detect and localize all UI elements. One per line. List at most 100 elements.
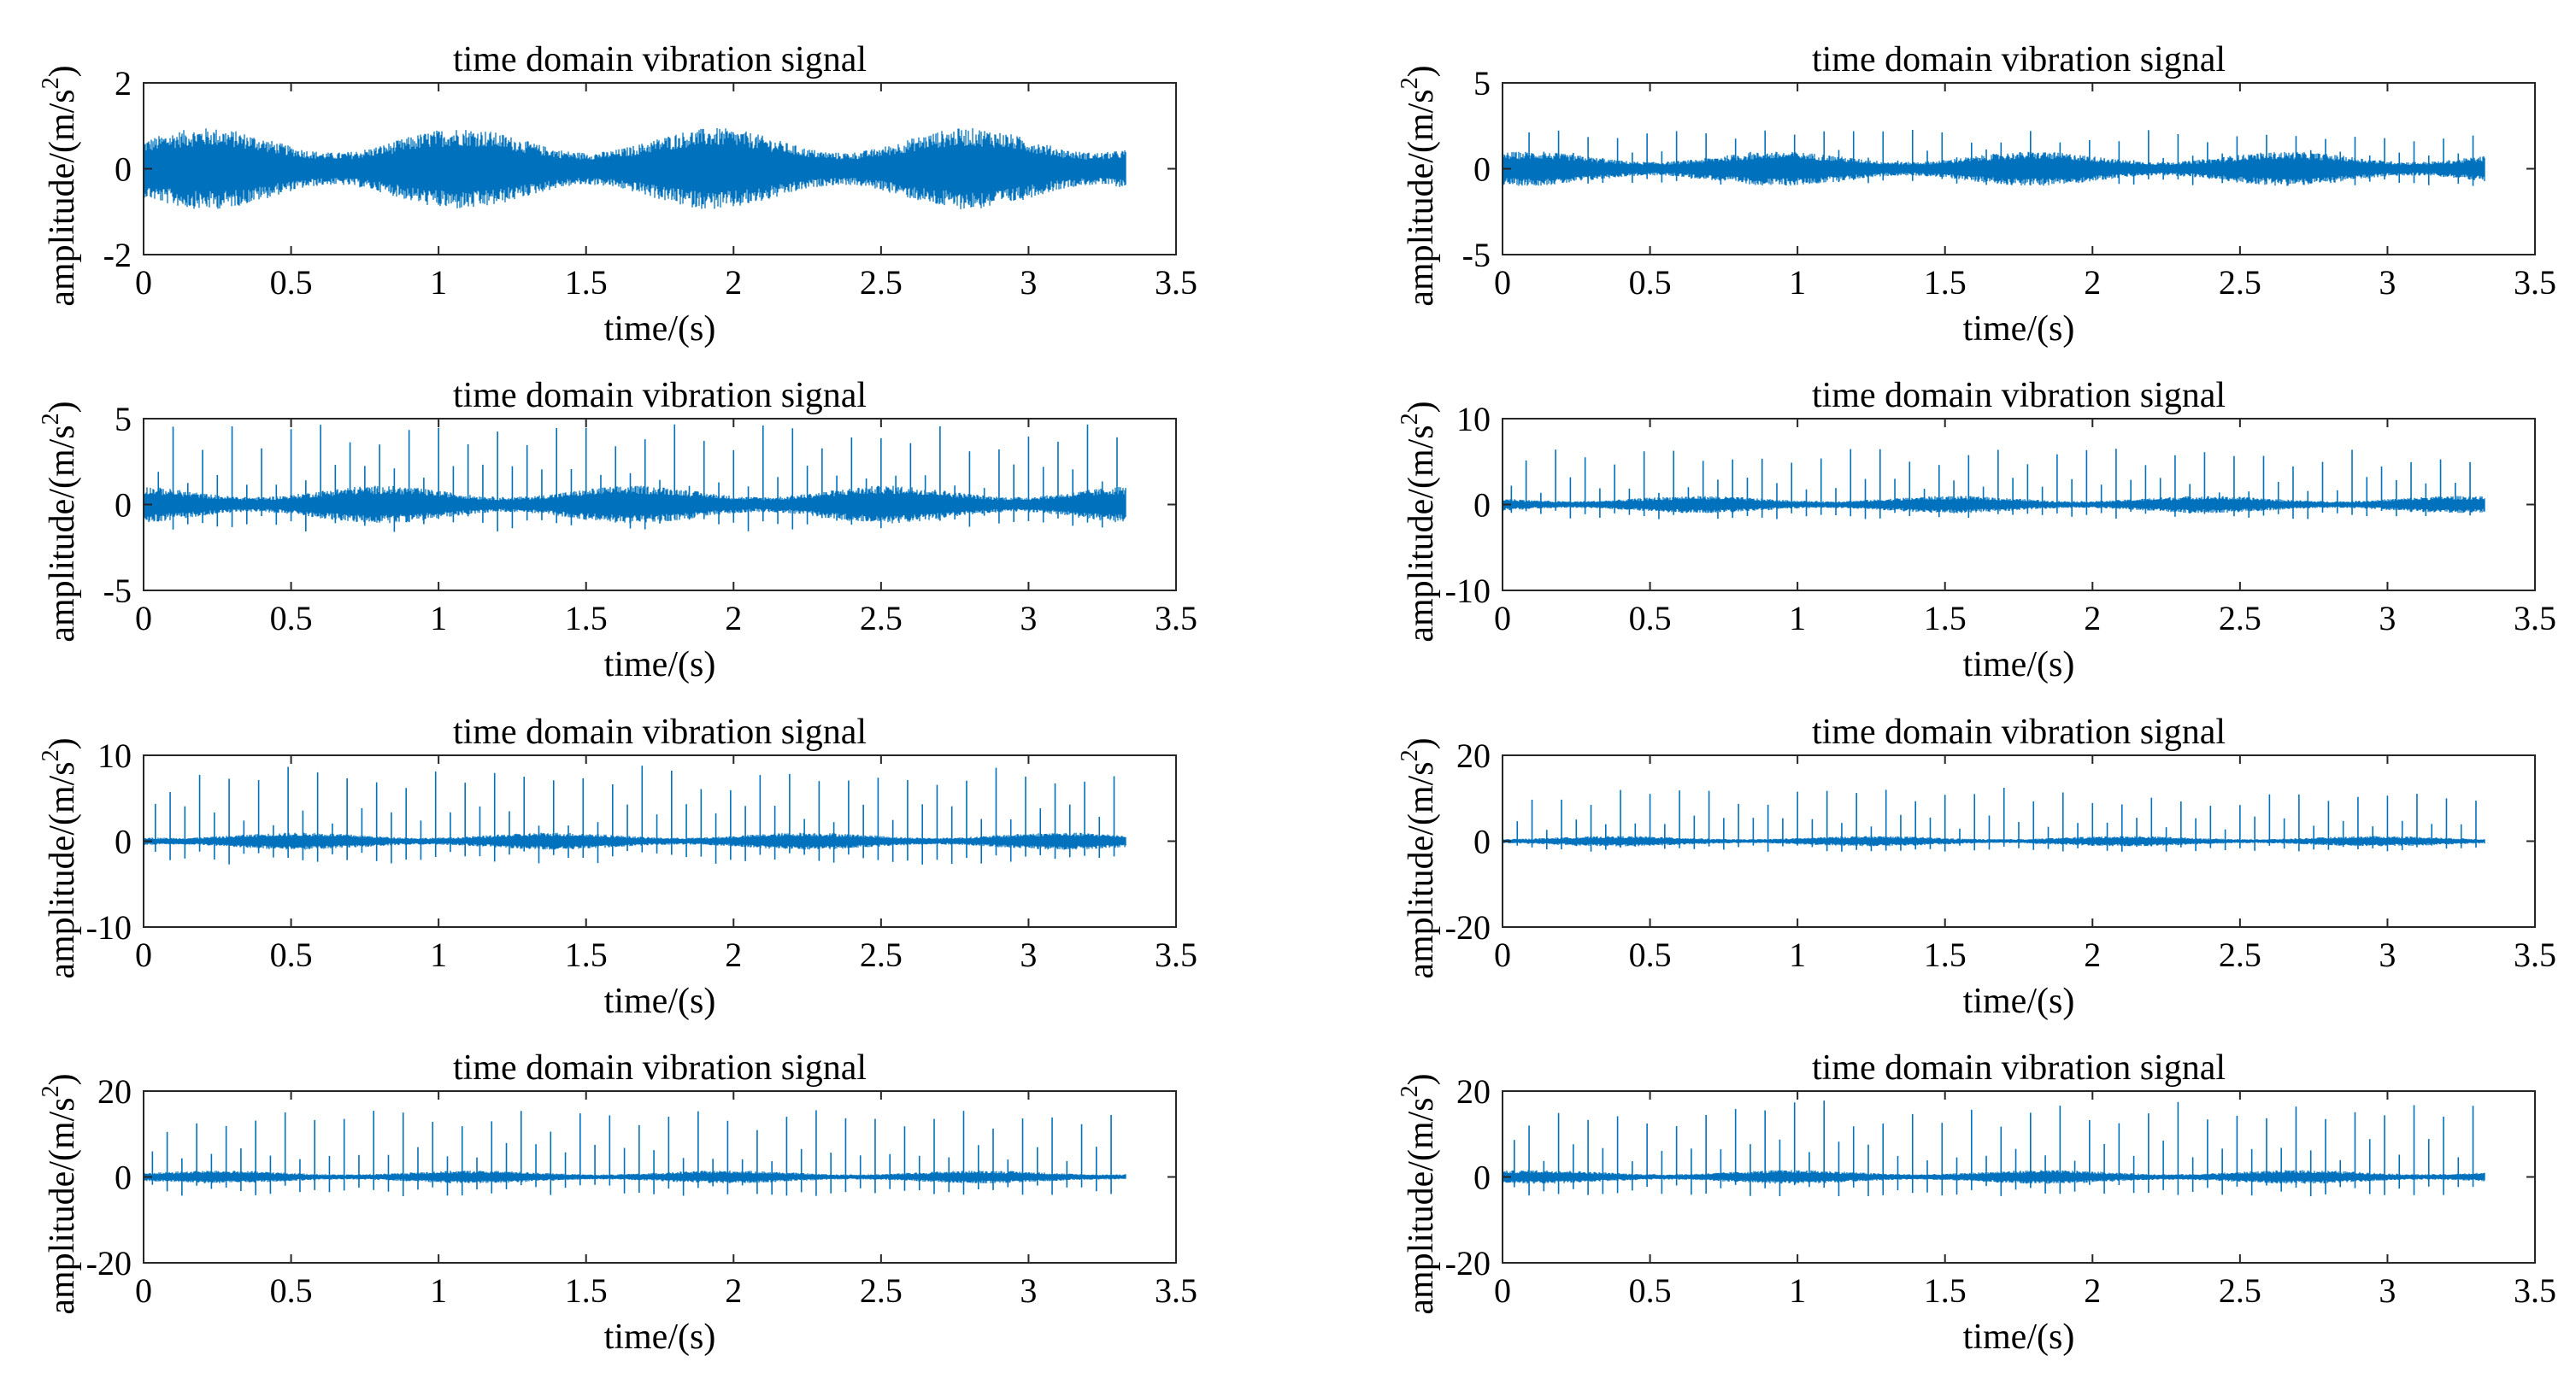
x-tick-label: 0 <box>1494 263 1511 302</box>
x-tick-label: 1 <box>430 263 447 302</box>
y-axis-label: amplitude/(m/s2) <box>1397 65 1441 306</box>
x-tick-label: 0.5 <box>1629 599 1672 637</box>
x-tick-label: 2.5 <box>860 263 903 302</box>
y-axis-label-main: amplitude/(m/s <box>1402 425 1441 642</box>
chart-panel-r2c1: time domain vibration signal 0 0.5 1 1.5 2 2.5… <box>38 376 1197 684</box>
signal-series <box>143 128 1126 209</box>
x-tick-label: 1.5 <box>565 936 608 974</box>
y-axis-label-close: ) <box>43 1073 82 1085</box>
y-tick-label: -20 <box>1445 908 1491 947</box>
x-axis-label: time/(s) <box>604 645 716 684</box>
x-tick-label: 1 <box>430 599 447 637</box>
x-tick-label: 3 <box>1020 1271 1037 1310</box>
signal-series <box>1502 449 2485 519</box>
y-tick-label: -10 <box>86 908 132 947</box>
y-tick-label: 0 <box>1473 486 1491 525</box>
y-axis-label: amplitude/(m/s2) <box>38 1073 82 1314</box>
y-axis-label-main: amplitude/(m/s <box>43 89 82 306</box>
signal-series <box>143 766 1126 865</box>
y-axis-label-close: ) <box>43 737 82 749</box>
y-axis-label-sup: 2 <box>38 1085 64 1097</box>
y-tick-label: 2 <box>115 64 132 103</box>
y-tick-label: -10 <box>1445 572 1491 610</box>
y-tick-label: 20 <box>97 1072 132 1111</box>
x-tick-label: 1.5 <box>565 599 608 637</box>
y-axis-label-sup: 2 <box>38 413 64 425</box>
x-tick-label: 2.5 <box>2219 1271 2261 1310</box>
y-tick-label: 5 <box>1473 64 1491 103</box>
x-tick-label: 0.5 <box>270 1271 313 1310</box>
x-tick-label: 2.5 <box>2219 599 2261 637</box>
x-tick-label: 2 <box>2084 263 2101 302</box>
y-tick-label: 10 <box>1456 400 1491 438</box>
x-tick-label: 3 <box>1020 263 1037 302</box>
y-tick-label: 5 <box>115 400 132 438</box>
y-axis-label-sup: 2 <box>1397 77 1423 89</box>
x-tick-label: 1.5 <box>1924 1271 1967 1310</box>
y-axis-label-main: amplitude/(m/s <box>43 425 82 642</box>
y-tick-label: -20 <box>1445 1244 1491 1282</box>
x-axis-label: time/(s) <box>1963 645 2075 684</box>
y-axis-label-close: ) <box>1402 65 1441 77</box>
y-axis-label: amplitude/(m/s2) <box>1397 737 1441 978</box>
y-axis-label-sup: 2 <box>38 749 64 761</box>
x-tick-label: 0.5 <box>1629 263 1672 302</box>
x-tick-label: 3.5 <box>2514 1271 2556 1310</box>
signal-series <box>143 424 1126 532</box>
y-tick-label: 0 <box>115 1159 132 1197</box>
x-tick-label: 3.5 <box>1155 1271 1197 1310</box>
y-axis-label-sup: 2 <box>1397 749 1423 761</box>
y-axis-label: amplitude/(m/s2) <box>1397 401 1441 642</box>
y-tick-label: 0 <box>1473 150 1491 189</box>
y-axis-label-close: ) <box>43 65 82 77</box>
x-axis-label: time/(s) <box>604 309 716 349</box>
chart-title: time domain vibration signal <box>453 1048 867 1088</box>
y-tick-label: -20 <box>86 1244 132 1282</box>
x-tick-label: 2.5 <box>860 936 903 974</box>
x-tick-label: 1 <box>1789 1271 1806 1310</box>
y-tick-label: 20 <box>1456 1072 1491 1111</box>
x-tick-label: 0.5 <box>1629 936 1672 974</box>
y-tick-label: 0 <box>1473 1159 1491 1197</box>
x-tick-label: 1 <box>1789 936 1806 974</box>
x-tick-label: 3 <box>2379 599 2396 637</box>
x-tick-label: 0 <box>1494 936 1511 974</box>
y-axis-label: amplitude/(m/s2) <box>1397 1073 1441 1314</box>
x-tick-label: 2 <box>2084 1271 2101 1310</box>
y-axis-label-main: amplitude/(m/s <box>43 1097 82 1314</box>
chart-title: time domain vibration signal <box>1812 1048 2226 1088</box>
signal-noise-band <box>143 832 1126 850</box>
y-axis-label: amplitude/(m/s2) <box>38 401 82 642</box>
x-tick-label: 2 <box>2084 936 2101 974</box>
x-tick-label: 3.5 <box>2514 936 2556 974</box>
x-tick-label: 3.5 <box>2514 263 2556 302</box>
x-tick-label: 3.5 <box>1155 599 1197 637</box>
x-tick-label: 3 <box>2379 1271 2396 1310</box>
x-tick-label: 1.5 <box>1924 599 1967 637</box>
y-axis-label-close: ) <box>1402 401 1441 413</box>
x-axis-label: time/(s) <box>1963 309 2075 349</box>
x-axis-label: time/(s) <box>604 1318 716 1357</box>
x-tick-label: 2.5 <box>2219 936 2261 974</box>
chart-panel-r2c2: time domain vibration signal 0 0.5 1 1.5 2 2.5… <box>1397 376 2556 684</box>
x-tick-label: 1.5 <box>565 1271 608 1310</box>
y-axis-label: amplitude/(m/s2) <box>38 737 82 978</box>
chart-panel-r3c1: time domain vibration signal 0 0.5 1 1.5 2 2.5… <box>38 713 1197 1021</box>
signal-noise-band <box>1502 151 2485 186</box>
signal-series <box>1502 787 2485 852</box>
chart-panel-r1c1: time domain vibration signal 0 0.5 1 1.5 2 2.5… <box>38 40 1197 349</box>
x-tick-label: 0.5 <box>270 936 313 974</box>
x-tick-label: 2.5 <box>860 1271 903 1310</box>
y-tick-label: 0 <box>115 486 132 525</box>
chart-title: time domain vibration signal <box>1812 713 2226 752</box>
y-tick-label: 10 <box>97 737 132 775</box>
signal-noise-band <box>143 128 1126 209</box>
y-tick-label: 0 <box>115 823 132 861</box>
x-tick-label: 2 <box>725 936 742 974</box>
y-tick-label: 20 <box>1456 737 1491 775</box>
chart-title: time domain vibration signal <box>453 713 867 752</box>
x-tick-label: 0.5 <box>270 599 313 637</box>
y-axis-label-main: amplitude/(m/s <box>1402 1097 1441 1314</box>
y-axis-label: amplitude/(m/s2) <box>38 65 82 306</box>
